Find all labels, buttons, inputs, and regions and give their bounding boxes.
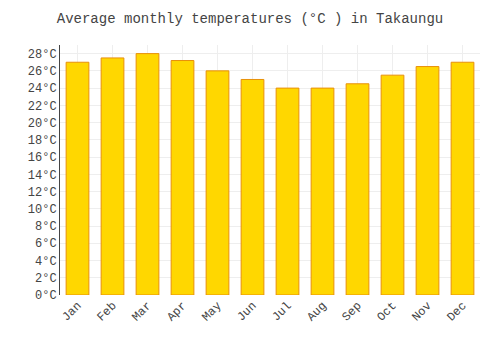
svg-text:Oct: Oct	[374, 299, 399, 324]
svg-text:Average monthly temperatures (: Average monthly temperatures (°C ) in Ta…	[57, 11, 443, 27]
svg-text:16°C: 16°C	[28, 151, 57, 165]
svg-text:6°C: 6°C	[35, 237, 57, 251]
svg-text:2°C: 2°C	[35, 272, 57, 286]
svg-text:12°C: 12°C	[28, 186, 57, 200]
svg-text:20°C: 20°C	[28, 117, 57, 131]
svg-text:26°C: 26°C	[28, 65, 57, 79]
svg-text:Jun: Jun	[234, 299, 259, 324]
svg-text:22°C: 22°C	[28, 100, 57, 114]
svg-text:Sep: Sep	[339, 299, 364, 324]
svg-text:8°C: 8°C	[35, 220, 57, 234]
svg-text:14°C: 14°C	[28, 169, 57, 183]
svg-text:Jan: Jan	[59, 299, 84, 324]
svg-text:4°C: 4°C	[35, 255, 57, 269]
svg-text:Aug: Aug	[304, 299, 329, 324]
svg-text:28°C: 28°C	[28, 48, 57, 62]
svg-text:Jul: Jul	[269, 299, 294, 324]
svg-text:Feb: Feb	[94, 299, 119, 324]
svg-text:Apr: Apr	[164, 299, 189, 324]
svg-text:18°C: 18°C	[28, 134, 57, 148]
svg-text:0°C: 0°C	[35, 289, 57, 303]
svg-text:24°C: 24°C	[28, 82, 57, 96]
svg-text:May: May	[199, 299, 224, 324]
svg-text:Mar: Mar	[129, 299, 154, 324]
svg-text:10°C: 10°C	[28, 203, 57, 217]
svg-text:Nov: Nov	[409, 299, 434, 324]
svg-text:Dec: Dec	[444, 299, 469, 324]
